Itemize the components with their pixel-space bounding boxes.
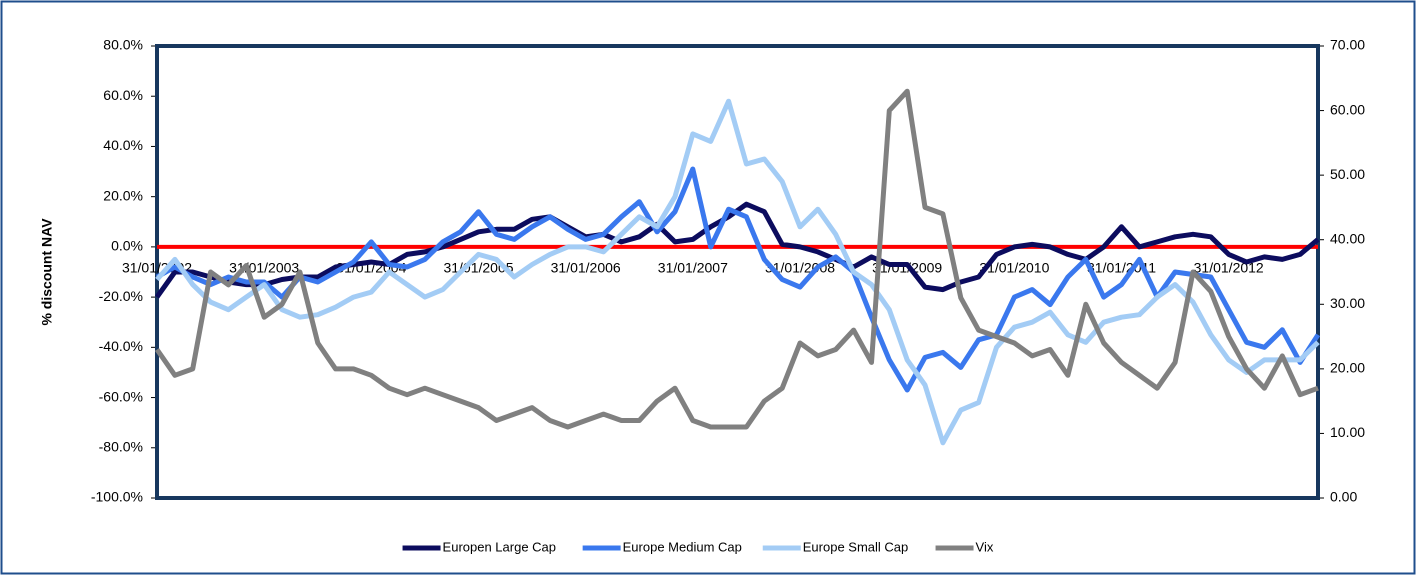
y2-tick-label: 30.00 <box>1330 295 1365 311</box>
y2-tick-label: 10.00 <box>1330 424 1365 440</box>
y-tick-label: 40.0% <box>103 137 143 153</box>
y2-tick-label: 20.00 <box>1330 360 1365 376</box>
x-tick-label: 31/01/2007 <box>658 260 728 276</box>
y-tick-label: 60.0% <box>103 87 143 103</box>
y-axis-label: % discount NAV <box>39 218 55 326</box>
legend: Europen Large Cap Europe Medium Cap Europe… <box>402 539 994 554</box>
y2-tick-label: 50.00 <box>1330 166 1365 182</box>
x-tick-label: 31/01/2006 <box>551 260 621 276</box>
y-tick-label: -20.0% <box>99 288 143 304</box>
legend-label: Europen Large Cap <box>443 539 556 554</box>
x-tick-label: 31/01/2010 <box>979 260 1049 276</box>
y2-tick-label: 60.00 <box>1330 101 1365 117</box>
y2-tick-label: 70.00 <box>1330 37 1365 53</box>
legend-label: Europe Medium Cap <box>623 539 742 554</box>
y2-tick-label: 0.00 <box>1330 489 1357 505</box>
y-tick-label: -40.0% <box>99 338 143 354</box>
plot-area <box>155 44 1320 500</box>
y-tick-label: 80.0% <box>103 37 143 53</box>
y-tick-label: -60.0% <box>99 388 143 404</box>
legend-label: Vix <box>976 539 994 554</box>
series-line <box>154 88 1319 430</box>
series-line <box>155 166 1321 393</box>
y-tick-label: 20.0% <box>103 187 143 203</box>
y2-tick-label: 40.00 <box>1330 230 1365 246</box>
y-tick-label: -100.0% <box>91 489 143 505</box>
x-tick-label: 31/01/2008 <box>765 260 835 276</box>
y-tick-label: -80.0% <box>99 438 143 454</box>
series-line <box>155 98 1320 446</box>
legend-label: Europe Small Cap <box>803 539 909 554</box>
y-tick-label: 0.0% <box>111 238 143 254</box>
